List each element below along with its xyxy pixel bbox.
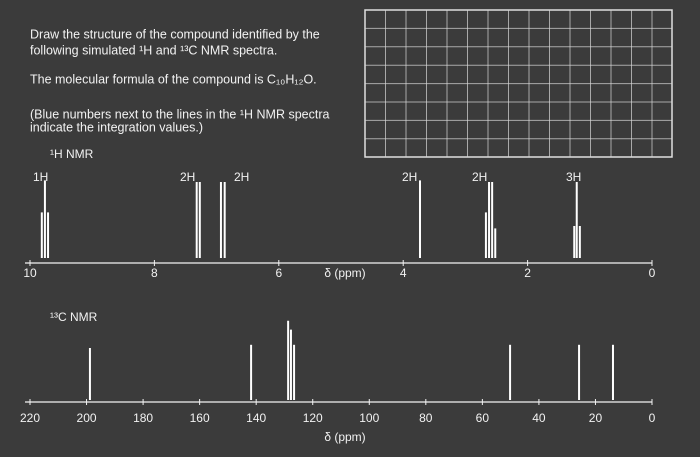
x-tick-label: 6 (275, 266, 282, 280)
integration-label: 2H (234, 170, 249, 184)
integration-label: 2H (402, 170, 417, 184)
x-tick-label: 80 (419, 411, 433, 425)
x-tick-label: 160 (190, 411, 210, 425)
chart-title: ¹³C NMR (50, 310, 98, 324)
x-tick-label: 2 (524, 266, 531, 280)
x-tick-label: 120 (303, 411, 323, 425)
x-tick-label: 4 (400, 266, 407, 280)
question-line: indicate the integration values.) (30, 120, 203, 134)
integration-label: 1H (33, 170, 48, 184)
question-line: Draw the structure of the compound ident… (30, 27, 320, 41)
x-tick-label: 0 (649, 266, 656, 280)
x-tick-label: 60 (476, 411, 490, 425)
chart-title: ¹H NMR (50, 147, 94, 161)
x-tick-label: 140 (246, 411, 266, 425)
x-tick-label: 20 (589, 411, 603, 425)
x-axis-label: δ (ppm) (324, 430, 365, 444)
x-tick-label: 0 (649, 411, 656, 425)
question-line: (Blue numbers next to the lines in the ¹… (30, 107, 329, 121)
integration-label: 3H (566, 170, 581, 184)
x-axis-label: δ (ppm) (324, 266, 365, 280)
question-line: The molecular formula of the compound is… (30, 72, 317, 86)
x-tick-label: 10 (23, 266, 37, 280)
x-tick-label: 8 (151, 266, 158, 280)
integration-label: 2H (180, 170, 195, 184)
drawing-grid (364, 9, 673, 158)
x-tick-label: 40 (532, 411, 546, 425)
x-tick-label: 180 (133, 411, 153, 425)
x-tick-label: 100 (359, 411, 379, 425)
x-tick-label: 200 (77, 411, 97, 425)
integration-label: 2H (472, 170, 487, 184)
x-tick-label: 220 (20, 411, 40, 425)
question-line: following simulated ¹H and ¹³C NMR spect… (30, 43, 277, 57)
